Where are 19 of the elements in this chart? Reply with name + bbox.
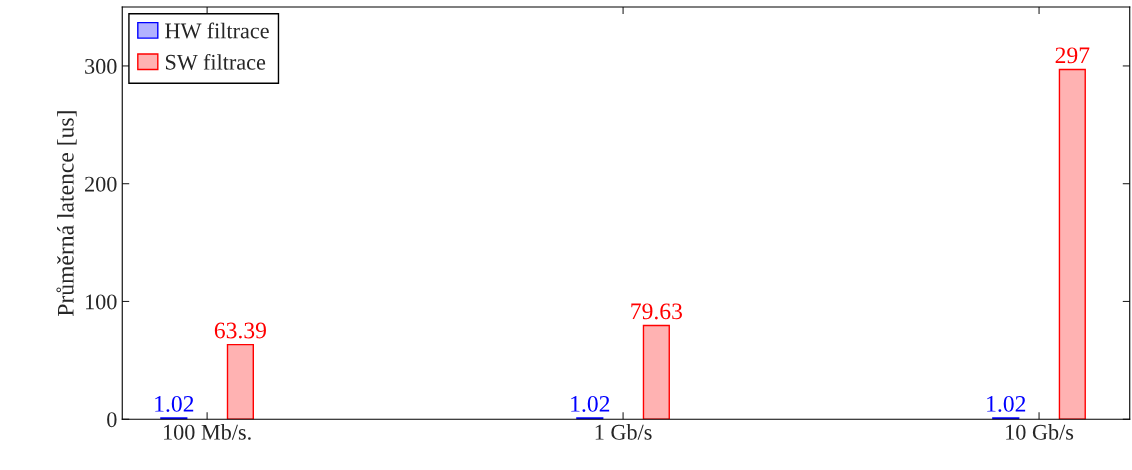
y-tick-label: 300 (85, 58, 117, 74)
legend-label: SW filtrace (165, 53, 266, 70)
legend-label: HW filtrace (165, 22, 269, 39)
data-label: 79.63 (631, 303, 682, 320)
data-label: 1.02 (987, 395, 1026, 412)
bar (1058, 68, 1086, 420)
y-tick-label: 100 (86, 294, 117, 310)
data-label: 1.02 (571, 395, 610, 412)
x-tick-label: 10 Gb/s (1006, 424, 1074, 440)
y-tick-label: 0 (107, 412, 117, 428)
x-tick-label: 100 Mb/s. (164, 424, 251, 440)
x-tick-label: 1 Gb/s (595, 424, 652, 440)
data-label: 297 (1055, 47, 1090, 64)
y-axis-title: Průměrná latence [us] (56, 111, 77, 317)
y-tick-label: 200 (85, 176, 117, 192)
data-label: 1.02 (155, 395, 194, 412)
bar (226, 343, 254, 420)
data-label: 63.39 (214, 322, 266, 339)
bar (642, 324, 670, 420)
